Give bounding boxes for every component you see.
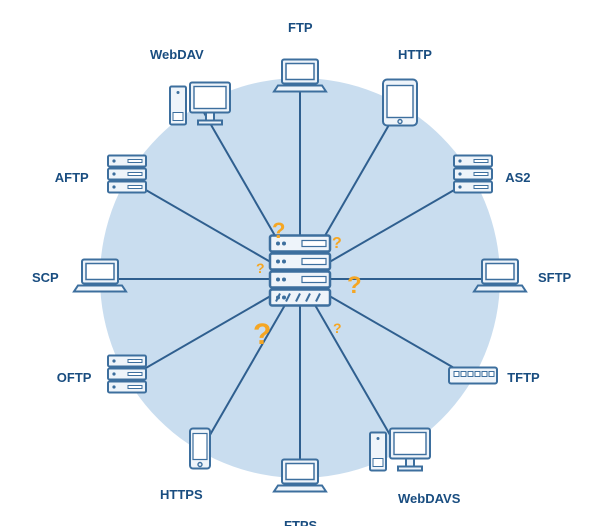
switch-icon [446, 364, 500, 393]
question-mark-icon: ? [332, 235, 342, 253]
protocol-label: HTTP [398, 47, 432, 62]
protocol-label: SFTP [538, 270, 571, 285]
protocol-label: SCP [32, 270, 59, 285]
desktop-icon [168, 76, 232, 133]
question-mark-icon: ? [333, 320, 342, 336]
question-mark-icon: ? [272, 218, 285, 244]
question-mark-icon: ? [253, 318, 271, 352]
center-server-icon [264, 232, 336, 325]
protocol-label: OFTP [57, 370, 92, 385]
desktop-icon [368, 423, 432, 480]
protocol-label: WebDAV [150, 47, 204, 62]
server-icon [104, 152, 150, 205]
question-mark-icon: ? [256, 260, 265, 276]
server-icon [104, 352, 150, 405]
server-icon [450, 152, 496, 205]
laptop-icon [272, 56, 328, 101]
protocol-diagram: ?????? FTP HTTP AS2 SFTP TFTP WebDAVS FTPS HTTPS… [0, 0, 600, 526]
question-mark-icon: ? [347, 272, 362, 300]
protocol-label: AFTP [55, 170, 89, 185]
protocol-label: TFTP [507, 370, 540, 385]
laptop-icon [272, 456, 328, 501]
protocol-label: WebDAVS [398, 491, 460, 506]
laptop-icon [472, 256, 528, 301]
protocol-label: FTP [288, 20, 313, 35]
phone-icon [187, 426, 213, 477]
protocol-label: HTTPS [160, 487, 203, 502]
laptop-icon [72, 256, 128, 301]
protocol-label: FTPS [284, 518, 317, 526]
tablet-icon [380, 76, 420, 133]
protocol-label: AS2 [505, 170, 530, 185]
